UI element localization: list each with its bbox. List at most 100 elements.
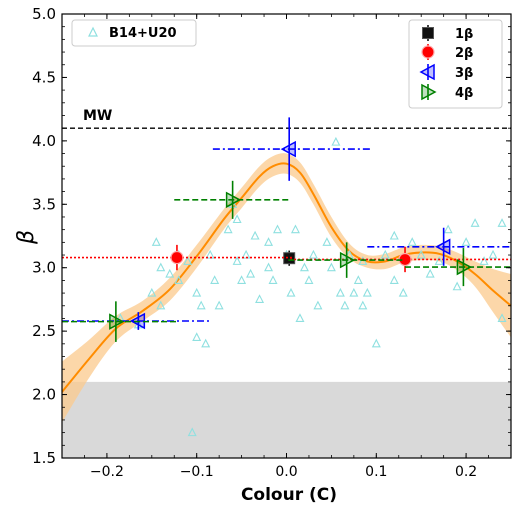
scatter-point-12 — [201, 338, 211, 348]
scatter-point-23 — [255, 294, 265, 303]
x-tick-label-5: 0.2 — [455, 464, 477, 480]
x-axis-label: Colour (C) — [241, 485, 337, 505]
y-tick-label-2: 2.0 — [32, 386, 56, 404]
scatter-point-44 — [362, 287, 372, 297]
scatter-point-45 — [371, 338, 381, 348]
scatter-point-32 — [304, 275, 314, 284]
reference-line-label: MW — [83, 108, 112, 124]
series-1b-point-1 — [283, 252, 296, 265]
series-4b-point-2 — [225, 191, 242, 209]
scatter-point-66 — [497, 218, 507, 227]
legend-entry-4-marker — [421, 83, 437, 101]
scatter-point-4 — [156, 300, 166, 310]
scatter-point-46 — [380, 249, 390, 259]
scatter-point-48 — [398, 287, 408, 297]
scatter-point-31 — [299, 262, 309, 272]
scatter-point-43 — [358, 300, 368, 310]
scatter-point-10 — [192, 332, 202, 342]
scatter-point-65 — [187, 427, 197, 437]
scatter-point-30 — [295, 313, 305, 323]
x-tick-label-3: 0.0 — [275, 464, 297, 480]
scatter-point-54 — [452, 281, 462, 291]
scatter-point-8 — [183, 256, 193, 265]
scatter-point-33 — [308, 249, 318, 259]
legend-entry-2-marker — [421, 45, 435, 59]
legend-entry-1-marker — [422, 27, 434, 39]
scatter-point-63 — [156, 262, 166, 272]
scatter-point-2 — [147, 287, 157, 297]
scatter-point-59 — [497, 313, 507, 323]
scatter-point-49 — [407, 237, 417, 246]
scatter-point-58 — [488, 249, 498, 259]
series-4b-point-3 — [339, 251, 356, 269]
scatter-point-16 — [223, 224, 233, 234]
scatter-point-11 — [196, 300, 206, 310]
series-3b-point-2 — [280, 140, 296, 158]
scatter-point-38 — [335, 287, 345, 297]
y-tick-label-5: 3.5 — [32, 195, 56, 213]
series-2b-point-1 — [170, 250, 184, 265]
y-tick-label-4: 3.0 — [32, 259, 56, 277]
y-tick-label-7: 4.5 — [32, 68, 56, 86]
series-3b-point-3 — [435, 238, 451, 256]
scatter-point-36 — [326, 262, 336, 272]
legend-entry-4-label: 4β — [455, 86, 473, 101]
scatter-point-37 — [331, 136, 341, 146]
legend-left-marker — [88, 26, 98, 37]
scatter-point-57 — [479, 256, 489, 265]
legend-entry-3-label: 3β — [455, 66, 473, 81]
scatter-point-34 — [313, 300, 323, 310]
scatter-point-26 — [273, 224, 283, 234]
legend-entry-1-label: 1β — [455, 27, 473, 42]
scatter-point-25 — [268, 275, 278, 284]
legend-right-frame — [408, 19, 503, 109]
scatter-point-7 — [174, 275, 184, 284]
scatter-point-64 — [389, 230, 399, 240]
plot-area — [62, 34, 511, 458]
axes: −0.2 −0.1 0.0 0.1 0.2 1.5 2.0 2.5 3.0 3.5 4.0 4.5 5.… — [32, 5, 512, 480]
scatter-point-5 — [165, 268, 175, 278]
scatter-point-55 — [461, 237, 471, 246]
scatter-point-9 — [192, 287, 202, 297]
scatter-point-24 — [264, 262, 274, 272]
legend-entry-2-label: 2β — [455, 46, 473, 61]
scatter-point-14 — [210, 275, 220, 284]
scatter-point-15 — [214, 300, 224, 310]
legend-left-frame — [71, 19, 197, 47]
y-tick-label-8: 5.0 — [32, 5, 56, 23]
scatter-point-56 — [470, 218, 480, 227]
y-tick-label-1: 1.5 — [32, 449, 56, 467]
x-tick-label-2: −0.1 — [180, 464, 214, 480]
scatter-point-42 — [353, 275, 363, 284]
legend-right: 1β 2β 3β 4β — [408, 19, 503, 109]
scatter-point-68 — [264, 237, 274, 246]
scatter-point-19 — [237, 275, 247, 284]
scatter-point-53 — [443, 224, 453, 234]
plot-content — [62, 34, 511, 458]
fit-curve — [62, 162, 511, 393]
scatter-point-50 — [416, 249, 426, 259]
scatter-point-28 — [286, 287, 296, 297]
legend-left-label: B14+U20 — [109, 26, 177, 41]
scatter-point-51 — [425, 268, 435, 278]
scatter-point-3 — [151, 237, 161, 246]
series-4b-point-4 — [456, 258, 472, 276]
y-tick-label-6: 4.0 — [32, 132, 56, 150]
x-tick-label-1: −0.2 — [90, 464, 124, 480]
scatter-point-62 — [232, 214, 242, 224]
series-4b-point-1 — [109, 313, 125, 330]
scatter-point-21 — [246, 268, 256, 278]
legend-entry-3-marker — [419, 63, 435, 81]
shaded-region — [62, 381, 511, 458]
scatter-point-47 — [389, 275, 399, 284]
scatter-point-22 — [250, 230, 260, 240]
x-tick-label-4: 0.1 — [365, 464, 387, 480]
scatter-point-52 — [434, 256, 444, 265]
scatter-point-39 — [340, 300, 350, 310]
legend-left: B14+U20 — [71, 19, 197, 47]
scatter-point-35 — [322, 237, 332, 246]
scatter-point-41 — [349, 287, 359, 297]
y-axis-label: β — [14, 230, 39, 245]
y-tick-label-3: 2.5 — [32, 322, 56, 340]
